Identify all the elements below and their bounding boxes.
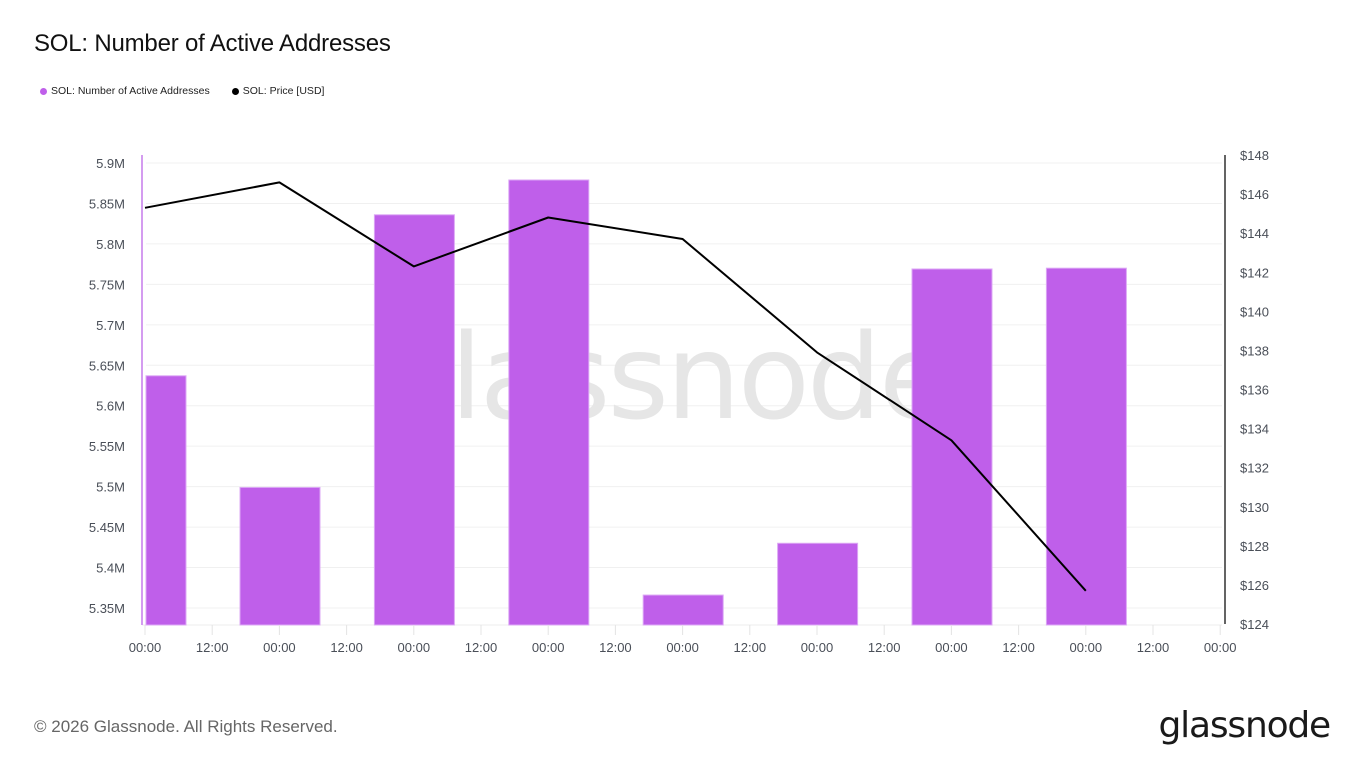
right-tick-label: $146 [1240,187,1269,202]
legend-item-active-addresses[interactable]: SOL: Number of Active Addresses [40,85,210,97]
left-tick-label: 5.6M [96,399,125,414]
bar[interactable] [508,179,590,626]
bar[interactable] [642,594,724,626]
watermark: glassnode [378,308,948,446]
x-tick-label: 00:00 [935,640,968,655]
copyright-text: © 2026 Glassnode. All Rights Reserved. [34,717,338,736]
left-tick-label: 5.85M [89,196,125,211]
x-tick-label: 12:00 [1137,640,1170,655]
bar[interactable] [239,486,321,626]
x-tick-label: 00:00 [1070,640,1103,655]
chart-title: SOL: Number of Active Addresses [34,30,391,57]
right-tick-label: $134 [1240,422,1269,437]
bar[interactable] [373,214,455,626]
right-tick-label: $128 [1240,539,1269,554]
x-tick-label: 12:00 [1002,640,1035,655]
x-tick-label: 12:00 [599,640,632,655]
glassnode-logo: glassnode [1158,705,1332,746]
left-y-axis: 5.35M 5.4M 5.45M 5.5M 5.55M 5.6M 5.65M 5.7M 5.75… [89,155,143,625]
right-tick-label: $130 [1240,500,1269,515]
x-tick-label: 00:00 [666,640,699,655]
x-tick-label: 00:00 [398,640,431,655]
left-tick-label: 5.5M [96,480,125,495]
right-tick-label: $148 [1240,148,1269,163]
price-line [144,181,1087,592]
legend-dot-icon [231,87,239,95]
x-tick-label: 00:00 [263,640,296,655]
x-tick-label: 00:00 [1204,640,1237,655]
left-tick-label: 5.9M [96,156,125,171]
left-tick-label: 5.55M [89,439,125,454]
right-tick-label: $132 [1240,461,1269,476]
x-tick-label: 12:00 [465,640,498,655]
x-tick-label: 00:00 [532,640,565,655]
bar[interactable] [145,375,187,626]
x-tick-label: 00:00 [129,640,162,655]
left-tick-label: 5.75M [89,277,125,292]
x-axis: 00:00 12:00 00:00 12:00 00:00 12:00 00:00 12:00… [129,625,1237,655]
bar[interactable] [1045,267,1127,626]
legend-dot-icon [40,87,47,95]
left-tick-label: 5.65M [89,358,125,373]
bar[interactable] [777,542,859,626]
right-tick-label: $124 [1240,617,1269,632]
chart-legend: SOL: Number of Active Addresses SOL: Pri… [40,85,324,97]
left-tick-label: 5.7M [96,318,125,333]
right-tick-label: $138 [1240,343,1269,358]
left-tick-label: 5.8M [96,237,125,252]
right-tick-label: $140 [1240,304,1269,319]
x-tick-label: 12:00 [868,640,901,655]
right-tick-label: $126 [1240,578,1269,593]
x-tick-label: 00:00 [801,640,834,655]
bar[interactable] [911,268,993,626]
x-tick-label: 12:00 [196,640,229,655]
left-tick-label: 5.35M [89,601,125,616]
bar-series [145,179,1127,626]
x-tick-label: 12:00 [734,640,767,655]
right-tick-label: $144 [1240,226,1269,241]
legend-label: SOL: Number of Active Addresses [51,85,210,97]
left-tick-label: 5.4M [96,561,125,576]
right-tick-label: $136 [1240,383,1269,398]
right-y-axis: $124 $126 $128 $130 $132 $134 $136 $138 $140 $142… [1224,148,1269,632]
right-tick-label: $142 [1240,265,1269,280]
legend-label: SOL: Price [USD] [242,85,325,97]
x-tick-label: 12:00 [330,640,363,655]
left-tick-label: 5.45M [89,520,125,535]
legend-item-price[interactable]: SOL: Price [USD] [231,85,325,97]
grid-lines [142,162,1222,626]
